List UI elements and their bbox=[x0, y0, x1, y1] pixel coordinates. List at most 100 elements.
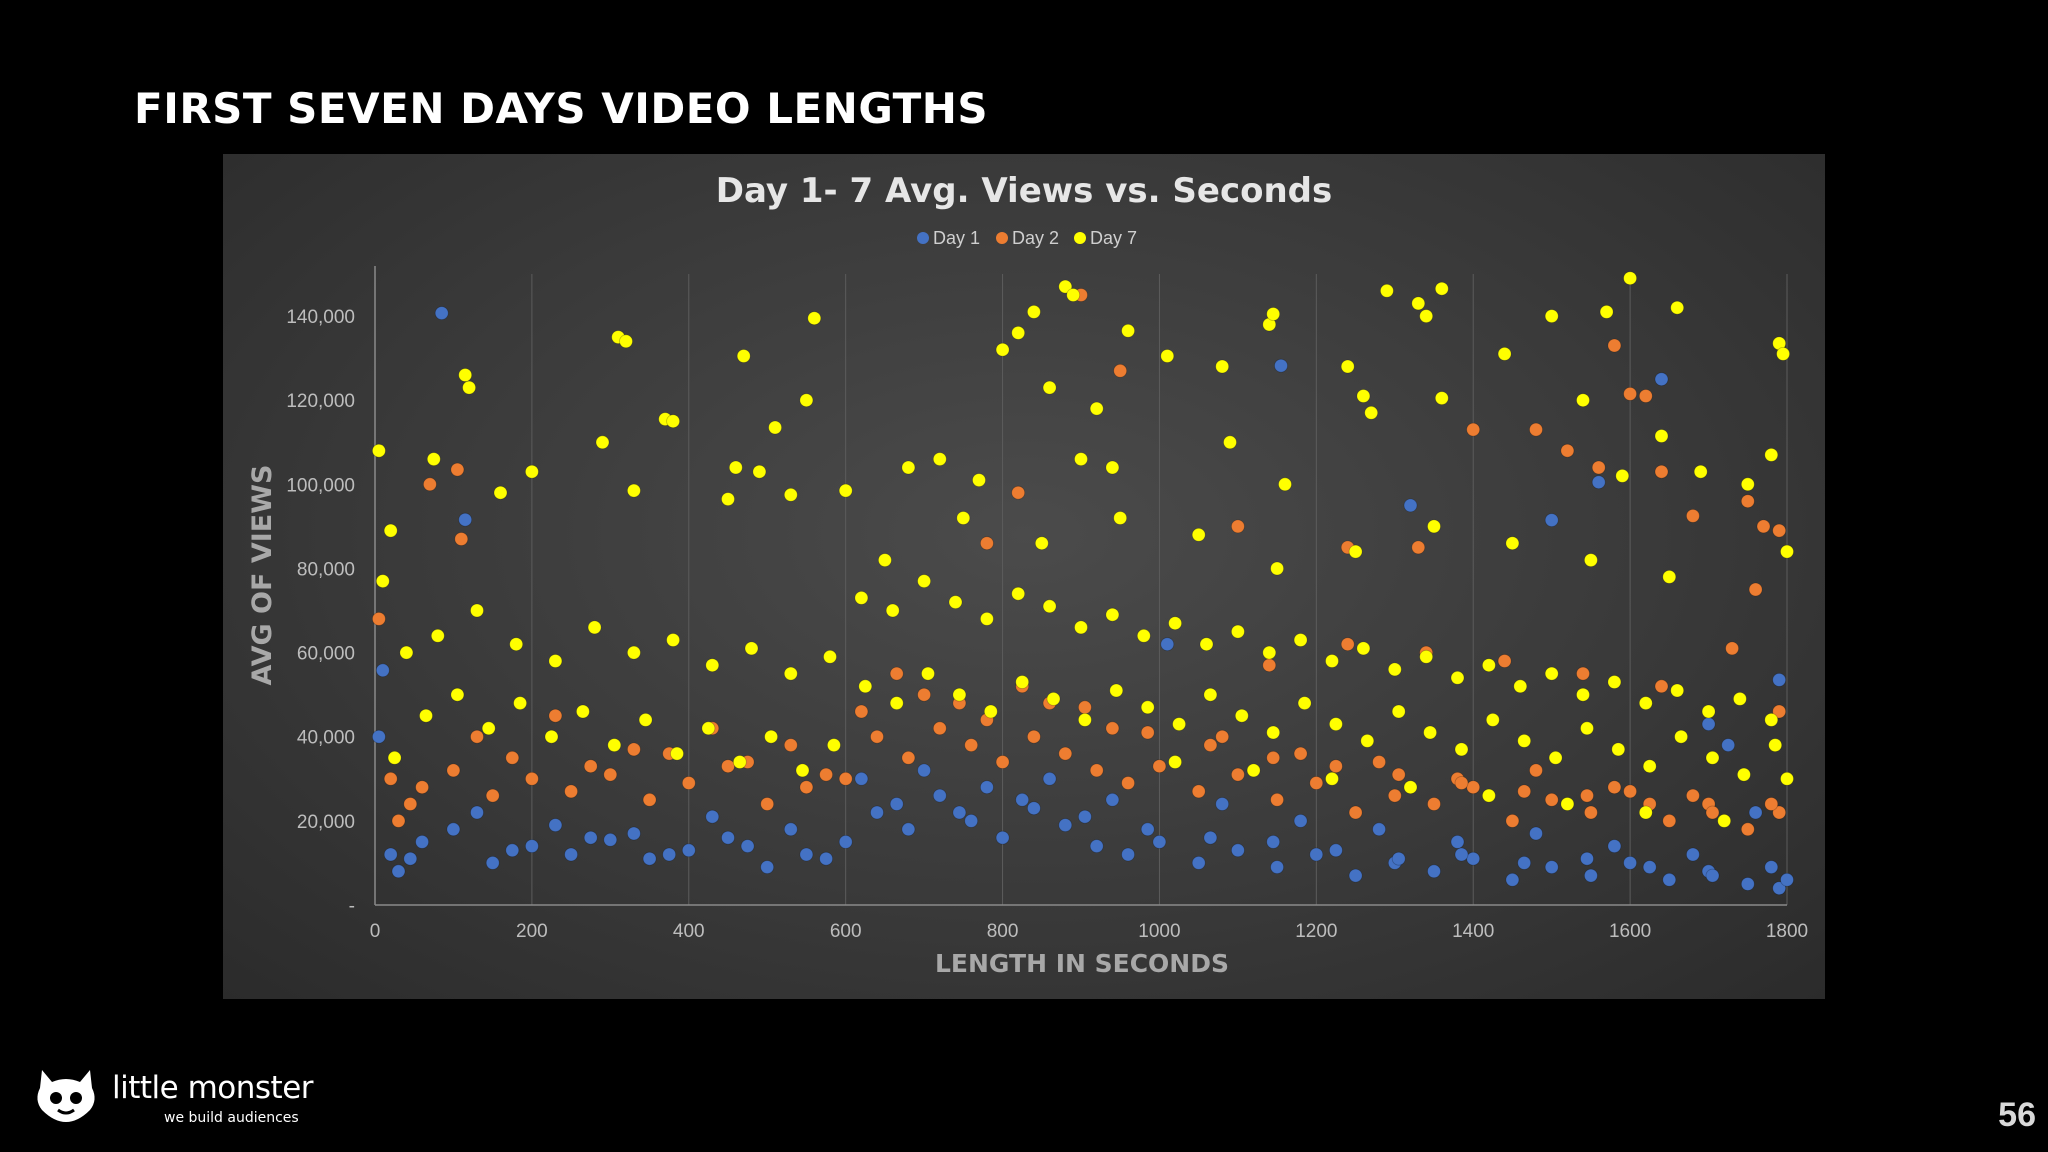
data-point bbox=[1066, 288, 1081, 302]
data-point bbox=[1089, 839, 1104, 853]
y-tick-label: 100,000 bbox=[286, 475, 355, 496]
data-point bbox=[823, 649, 837, 664]
data-point bbox=[1497, 346, 1512, 361]
data-point bbox=[493, 485, 508, 500]
data-point bbox=[642, 792, 657, 807]
data-point bbox=[1560, 443, 1575, 458]
data-point bbox=[1764, 713, 1779, 727]
data-point bbox=[1329, 843, 1343, 858]
data-point bbox=[1450, 670, 1465, 685]
data-point bbox=[1485, 713, 1500, 727]
data-point bbox=[1611, 742, 1626, 757]
data-point bbox=[1391, 704, 1406, 719]
data-point bbox=[858, 679, 873, 694]
data-point bbox=[1725, 641, 1739, 656]
data-point bbox=[1058, 818, 1073, 832]
data-point bbox=[583, 830, 598, 845]
data-point bbox=[783, 487, 798, 502]
data-point bbox=[1011, 325, 1026, 340]
data-point bbox=[1772, 673, 1787, 687]
data-point bbox=[956, 511, 971, 525]
data-point bbox=[1427, 864, 1441, 879]
data-point bbox=[1058, 279, 1073, 294]
data-point bbox=[1764, 797, 1779, 811]
data-point bbox=[1372, 755, 1386, 769]
data-point bbox=[1262, 645, 1277, 660]
data-point bbox=[1274, 358, 1288, 373]
data-point bbox=[1364, 405, 1379, 420]
legend-marker-day-1 bbox=[917, 232, 929, 244]
data-point bbox=[1411, 296, 1426, 311]
data-point bbox=[1662, 872, 1677, 887]
data-point bbox=[548, 708, 563, 723]
scatter-chart: 0 200 400 600 800 1000 1200 1400 1600 1800 - 20,000… bbox=[247, 171, 1808, 978]
data-point bbox=[721, 759, 735, 774]
data-point bbox=[1482, 658, 1496, 673]
data-point bbox=[1662, 569, 1677, 584]
data-point bbox=[458, 368, 473, 382]
data-point bbox=[783, 822, 798, 837]
data-point bbox=[1591, 475, 1606, 490]
y-axis-title: AVG OF VIEWS bbox=[247, 465, 278, 686]
data-point bbox=[1427, 519, 1441, 534]
data-point bbox=[446, 763, 461, 778]
data-point bbox=[732, 755, 747, 769]
data-point bbox=[1529, 826, 1543, 841]
data-point bbox=[1529, 763, 1543, 778]
data-point bbox=[1607, 338, 1622, 353]
data-point bbox=[838, 771, 853, 786]
data-point bbox=[1160, 637, 1175, 652]
data-point bbox=[1654, 679, 1669, 694]
data-point bbox=[485, 856, 500, 870]
data-point bbox=[795, 763, 810, 778]
data-point bbox=[1576, 666, 1590, 681]
data-point bbox=[917, 687, 931, 702]
data-point bbox=[901, 460, 916, 475]
data-point bbox=[948, 595, 963, 610]
data-point bbox=[1078, 700, 1092, 715]
data-point bbox=[1293, 746, 1308, 761]
y-tick-label: 40,000 bbox=[297, 728, 355, 749]
data-point bbox=[642, 851, 657, 866]
data-point bbox=[764, 729, 778, 744]
data-point bbox=[544, 729, 559, 744]
data-point bbox=[1454, 847, 1469, 862]
data-point bbox=[1517, 856, 1532, 870]
legend[interactable]: Day 1 Day 2 Day 7 bbox=[917, 228, 1137, 248]
data-point bbox=[1544, 860, 1559, 874]
data-point bbox=[799, 393, 814, 408]
data-point bbox=[1121, 323, 1135, 338]
data-point bbox=[1140, 822, 1155, 837]
data-point bbox=[1638, 389, 1653, 403]
data-point bbox=[1772, 881, 1787, 896]
data-point bbox=[1548, 750, 1563, 765]
data-point bbox=[721, 492, 735, 507]
data-point bbox=[952, 805, 967, 820]
data-point bbox=[995, 755, 1010, 769]
data-point bbox=[1544, 309, 1559, 324]
data-point bbox=[1325, 654, 1339, 668]
data-point bbox=[1168, 755, 1182, 769]
data-point bbox=[1748, 582, 1763, 597]
series-day-1 bbox=[371, 306, 1794, 896]
data-point bbox=[1266, 750, 1281, 765]
data-point bbox=[1764, 447, 1779, 462]
x-tick-label: 400 bbox=[673, 921, 705, 942]
data-point bbox=[1642, 860, 1657, 874]
data-point bbox=[932, 721, 947, 736]
data-point bbox=[548, 654, 563, 668]
data-point bbox=[783, 666, 798, 681]
data-point bbox=[505, 843, 520, 858]
data-point bbox=[1387, 662, 1402, 677]
data-point bbox=[1089, 763, 1104, 778]
legend-label-day-1: Day 1 bbox=[933, 228, 980, 248]
data-point bbox=[1505, 536, 1520, 551]
data-point bbox=[1544, 666, 1559, 681]
y-tick-label: - bbox=[349, 896, 355, 917]
data-point bbox=[1348, 805, 1363, 820]
data-point bbox=[1340, 359, 1355, 374]
data-point bbox=[1768, 738, 1783, 752]
data-point bbox=[583, 759, 598, 774]
data-point bbox=[1356, 389, 1371, 403]
data-point bbox=[1776, 346, 1790, 361]
